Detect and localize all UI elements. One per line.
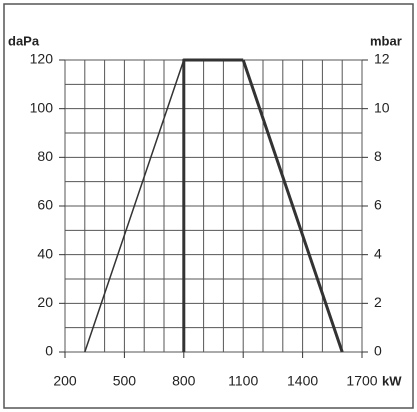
data-line xyxy=(84,59,185,353)
y-axis-label: daPa xyxy=(8,33,40,48)
data-line xyxy=(241,59,344,353)
x-tick-label: 200 xyxy=(53,373,77,389)
x-tick-label: 800 xyxy=(172,373,196,389)
y2-tick-label: 10 xyxy=(374,99,390,115)
y-tick-label: 100 xyxy=(30,99,54,115)
y-tick-label: 20 xyxy=(37,294,53,310)
frame xyxy=(3,3,414,409)
data-line xyxy=(182,58,244,352)
x-tick-label: 500 xyxy=(113,373,137,389)
y-tick-label: 40 xyxy=(37,245,53,261)
x-tick-label: 1100 xyxy=(228,373,258,389)
y2-tick-label: 0 xyxy=(374,343,382,359)
y2-tick-label: 6 xyxy=(374,197,382,213)
y2-tick-label: 12 xyxy=(374,51,390,67)
y2-axis-label: mbar xyxy=(370,33,402,48)
y-tick-label: 0 xyxy=(45,343,53,359)
y-tick-label: 80 xyxy=(37,148,53,164)
y2-tick-label: 8 xyxy=(374,148,382,164)
y-tick-label: 120 xyxy=(30,51,54,67)
x-axis-label: kW xyxy=(382,373,402,388)
y2-tick-label: 4 xyxy=(374,245,382,261)
y-tick-label: 60 xyxy=(37,197,53,213)
x-tick-label: 1700 xyxy=(346,373,377,389)
x-tick-label: 1400 xyxy=(287,373,318,389)
y2-tick-label: 2 xyxy=(374,294,382,310)
